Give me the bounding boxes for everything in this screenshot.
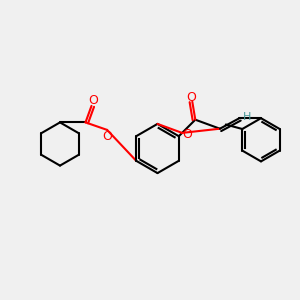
Text: O: O (102, 130, 112, 143)
Text: O: O (186, 91, 196, 104)
Text: O: O (183, 128, 192, 141)
Text: H: H (243, 112, 251, 122)
Text: O: O (88, 94, 98, 107)
